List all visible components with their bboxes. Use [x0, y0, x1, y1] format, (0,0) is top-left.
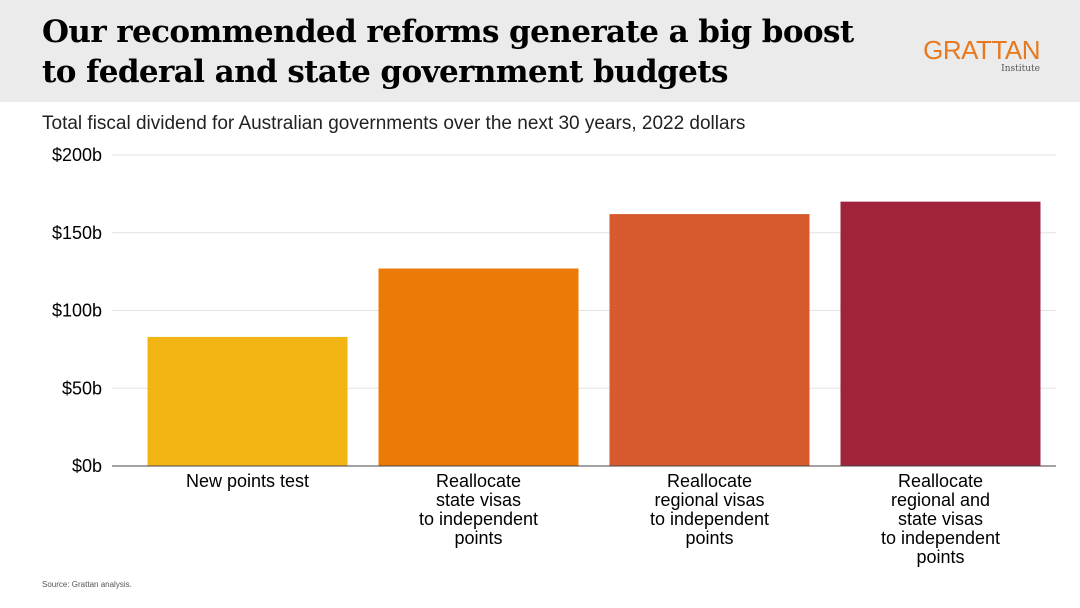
x-category-label: points: [454, 528, 502, 548]
x-category-label: regional visas: [654, 490, 764, 510]
chart-subtitle: Total fiscal dividend for Australian gov…: [42, 113, 746, 134]
source-note: Source: Grattan analysis.: [42, 580, 132, 589]
x-category-label: Reallocate: [667, 471, 752, 491]
logo-wordmark: GRATTAN: [923, 35, 1040, 65]
logo-subtext: Institute: [1001, 64, 1040, 74]
y-tick-label: $150b: [52, 223, 102, 243]
y-tick-label: $50b: [62, 378, 102, 398]
bar: [378, 268, 579, 466]
x-category-label: Reallocate: [898, 471, 983, 491]
bar: [609, 214, 810, 466]
x-category-label: state visas: [898, 509, 983, 529]
y-tick-label: $100b: [52, 301, 102, 321]
grattan-logo: GRATTAN Institute: [908, 36, 1040, 74]
bar: [147, 336, 348, 466]
x-category-label: regional and: [891, 490, 990, 510]
bar: [840, 201, 1041, 466]
x-category-label: points: [685, 528, 733, 548]
y-tick-label: $200b: [52, 145, 102, 165]
x-category-label: Reallocate: [436, 471, 521, 491]
x-category-label: state visas: [436, 490, 521, 510]
chart-title: Our recommended reforms generate a big b…: [42, 14, 854, 90]
x-category-label: to independent: [419, 509, 538, 529]
x-category-label: points: [916, 547, 964, 567]
y-tick-label: $0b: [72, 456, 102, 476]
header-band: Our recommended reforms generate a big b…: [0, 0, 1080, 102]
x-category-label: New points test: [186, 471, 309, 491]
x-category-label: to independent: [650, 509, 769, 529]
x-category-label: to independent: [881, 528, 1000, 548]
